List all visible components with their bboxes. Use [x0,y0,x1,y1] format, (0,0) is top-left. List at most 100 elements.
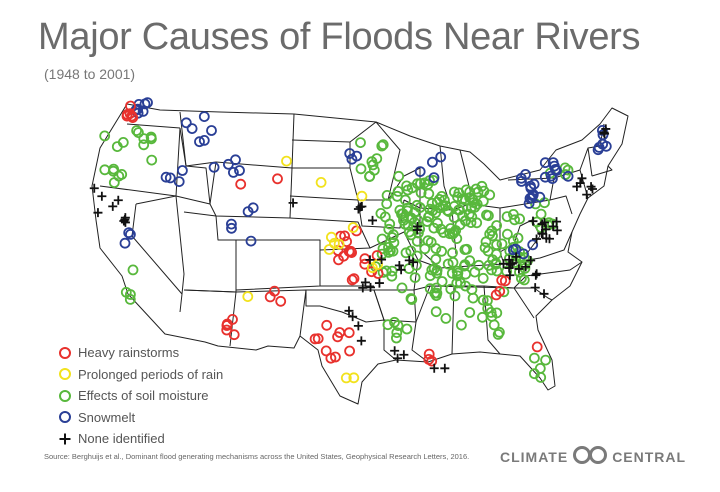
none-identified-marker [356,336,366,346]
none-identified-marker [97,191,107,201]
soil-moisture-marker [384,218,396,230]
state-boundary-border-ca [131,203,183,313]
none-identified-marker [120,213,130,223]
soil-moisture-marker [355,137,366,149]
none-identified-marker [587,184,597,194]
soil-moisture-marker [436,190,448,202]
soil-moisture-marker [386,270,398,282]
heavy-rainstorm-marker [490,289,502,301]
none-identified-marker [539,289,549,299]
soil-moisture-marker [355,163,367,175]
legend-item-none-identified: None identified [58,428,223,450]
state-boundary-border-wy [209,161,293,219]
state-boundary-border-co [235,239,321,291]
soil-moisture-marker [401,323,413,335]
soil-moisture-marker [392,185,404,197]
soil-moisture-marker [425,236,437,248]
heavy-rainstorm-marker [264,291,276,303]
snowmelt-marker [414,166,426,178]
soil-moisture-marker [482,210,494,222]
none-identified-marker [440,363,450,373]
soil-moisture-marker [424,203,436,215]
legend-label: None identified [78,431,165,447]
none-identified-marker [526,255,536,265]
soil-moisture-marker [127,264,139,276]
prolonged-rain-marker [328,237,340,249]
soil-moisture-marker [438,227,449,238]
soil-moisture-marker [448,227,460,238]
climate-central-logo-icon [573,446,608,467]
soil-moisture-marker [428,222,440,234]
prolonged-rain-marker [281,155,292,167]
snowmelt-marker [539,157,551,169]
snowmelt-marker [435,151,447,163]
soil-moisture-marker [485,306,497,318]
heavy-rainstorm-marker [320,345,332,357]
soil-moisture-marker [400,247,412,259]
heavy-rainstorm-marker [325,352,337,364]
soil-moisture-marker [467,292,479,304]
none-identified-marker [108,201,118,211]
snowmelt-marker [547,173,558,185]
soil-moisture-marker [465,217,477,229]
soil-moisture-marker [421,216,433,227]
soil-moisture-marker [481,295,493,307]
soil-moisture-marker [464,307,476,318]
soil-moisture-marker [430,253,442,265]
soil-moisture-marker [138,133,150,145]
prolonged-rain-marker [325,231,337,243]
soil-moisture-marker [145,131,157,143]
legend-label: Effects of soil moisture [78,388,209,404]
snowmelt-marker [173,176,185,188]
snowmelt-marker [518,248,529,260]
none-identified-marker [374,278,384,288]
soil-moisture-marker [430,282,442,294]
soil-moisture-marker [480,236,492,248]
soil-moisture-marker [405,245,417,257]
legend-label: Heavy rainstorms [78,345,180,361]
soil-moisture-marker [397,208,409,220]
soil-moisture-marker [492,328,504,340]
soil-moisture-marker [448,200,460,212]
state-boundary-border-la [383,320,429,363]
soil-moisture-marker [411,250,423,262]
legend: Heavy rainstorms Prolonged periods of ra… [58,342,223,450]
soil-moisture-marker [487,230,498,242]
none-identified-marker [531,270,541,280]
soil-moisture-marker [446,267,458,279]
state-boundary-border-wa [126,123,181,129]
prolonged-rain-marker [315,176,327,188]
state-boundary-us-outline [91,103,629,405]
none-identified-marker [530,283,540,293]
none-identified-marker [396,265,406,275]
snowmelt-marker [230,154,241,166]
snowmelt-marker [234,165,245,176]
soil-moisture-marker [529,352,540,364]
soil-moisture-marker [99,164,111,176]
snowmelt-marker [206,125,217,136]
snowmelt-marker [526,192,538,204]
soil-moisture-marker [132,127,144,139]
source-note: Source: Berghuijs et al., Dominant flood… [44,452,470,461]
snowmelt-marker [593,141,605,153]
snowmelt-marker [124,228,136,240]
soil-moisture-marker [477,195,489,207]
none-identified-marker [288,198,298,208]
legend-item-prolonged-rain: Prolonged periods of rain [58,364,223,386]
soil-moisture-marker [364,170,376,182]
soil-moisture-marker [411,199,423,211]
soil-moisture-marker [455,319,467,331]
none-identified-marker [377,255,387,265]
none-identified-marker [541,224,551,234]
heavy-rainstorm-marker [346,274,358,286]
heavy-rainstorm-marker [423,353,435,365]
heavy-rainstorm-marker [339,230,351,242]
legend-item-heavy-rainstorms: Heavy rainstorms [58,342,223,364]
soil-moisture-marker [406,294,418,305]
soil-moisture-marker [389,316,400,328]
soil-moisture-marker [448,212,460,223]
none-identified-marker [394,260,404,270]
heavy-rainstorm-marker [366,266,378,278]
soil-moisture-marker [390,332,402,344]
none-identified-marker [93,208,103,218]
